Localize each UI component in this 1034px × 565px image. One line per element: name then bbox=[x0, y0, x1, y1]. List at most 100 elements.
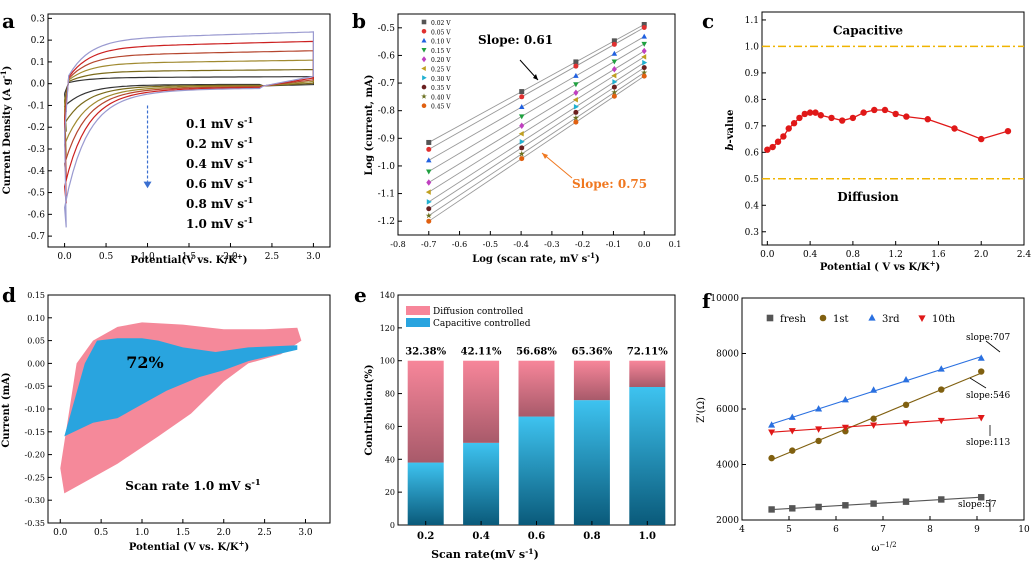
y-tick-label: -0.10 bbox=[24, 405, 45, 414]
legend-entry: 0.8 mV s-1 bbox=[186, 195, 253, 211]
bar-capacitive bbox=[463, 442, 500, 525]
y-tick-label: -1.0 bbox=[378, 162, 396, 172]
b-value-point bbox=[769, 143, 776, 151]
data-point bbox=[611, 72, 617, 79]
panel-letter-d: d bbox=[2, 283, 16, 307]
b-value-point bbox=[978, 135, 985, 143]
y-tick-label: 8000 bbox=[716, 350, 739, 360]
slope-annotation: Slope: 0.75 bbox=[572, 177, 647, 191]
x-tick-label: 0.1 bbox=[669, 240, 682, 249]
x-tick-label: 0.8 bbox=[846, 250, 861, 260]
legend-label: 0.45 V bbox=[431, 104, 451, 111]
data-point bbox=[612, 79, 618, 85]
legend-marker bbox=[918, 315, 926, 322]
y-tick-label: -0.25 bbox=[24, 473, 45, 482]
x-tick-label: 0.4 bbox=[472, 531, 489, 542]
x-tick-label: 2.5 bbox=[265, 252, 280, 262]
x-tick-label: -0.6 bbox=[452, 240, 467, 249]
label-leader bbox=[985, 340, 1001, 353]
x-tick-label: -0.8 bbox=[390, 240, 405, 249]
y-tick-label: 0.6 bbox=[745, 148, 760, 158]
legend-marker bbox=[421, 48, 427, 53]
data-point bbox=[768, 421, 776, 428]
y-tick-label: 0.15 bbox=[27, 291, 45, 300]
data-point bbox=[641, 21, 647, 27]
data-point bbox=[842, 428, 849, 435]
x-tick-label: 0.0 bbox=[53, 528, 68, 538]
data-point bbox=[611, 93, 617, 99]
fit-line bbox=[428, 36, 645, 161]
y-tick-label: -0.6 bbox=[28, 210, 46, 220]
panel-d: 0.0 0.5 1.0 1.5 2.0 2.5 3.0 0.15 0.10 0.05 0.00 -0.… bbox=[1, 283, 331, 554]
x-tick-label: 1.0 bbox=[140, 252, 155, 262]
y-tick-label: -0.1 bbox=[28, 101, 45, 111]
data-point bbox=[902, 401, 910, 409]
y-tick-label: 4000 bbox=[716, 461, 739, 471]
x-axis-label: ω−1/2 bbox=[871, 541, 896, 554]
x-tick-label: -0.1 bbox=[606, 240, 621, 249]
data-point bbox=[641, 47, 647, 55]
y-tick-label: 10000 bbox=[710, 294, 739, 304]
data-point bbox=[842, 502, 849, 509]
x-tick-label: 2.4 bbox=[1017, 250, 1032, 260]
axes-frame bbox=[761, 11, 1025, 246]
x-tick-label: 1.2 bbox=[889, 250, 903, 260]
fit-line bbox=[428, 75, 645, 222]
y-axis-label: Z'(Ω) bbox=[696, 397, 707, 423]
bar-diffusion bbox=[407, 360, 444, 463]
b-value-point bbox=[817, 112, 825, 119]
data-point bbox=[573, 59, 579, 65]
y-tick-label: 140 bbox=[380, 291, 395, 300]
legend-label: 0.35 V bbox=[431, 85, 451, 92]
x-tick-label: 10 bbox=[1018, 525, 1030, 535]
data-point bbox=[611, 84, 617, 90]
legend-marker bbox=[421, 29, 427, 34]
x-tick-label: 3.0 bbox=[298, 528, 313, 538]
x-tick-label: 0.8 bbox=[583, 531, 600, 542]
b-value-point bbox=[774, 138, 782, 145]
data-point bbox=[815, 503, 822, 511]
x-axis-label: Potential ( V vs K/K+) bbox=[820, 259, 940, 274]
data-point bbox=[611, 38, 617, 44]
b-value-point bbox=[801, 110, 808, 118]
bar-capacitive bbox=[518, 416, 555, 525]
data-point bbox=[426, 218, 432, 224]
x-tick-label: 1.6 bbox=[931, 250, 946, 260]
data-point bbox=[841, 396, 849, 403]
bar-top-label: 32.38% bbox=[405, 347, 446, 358]
fit-line bbox=[428, 56, 645, 193]
cv-curve bbox=[63, 59, 314, 156]
cv-curve bbox=[63, 31, 314, 228]
x-tick-label: 0.4 bbox=[803, 250, 818, 260]
y-tick-label: 20 bbox=[385, 488, 395, 497]
x-tick-label: 0.0 bbox=[638, 240, 651, 249]
x-tick-label: 2.5 bbox=[257, 528, 272, 538]
annotation-arrow-head bbox=[533, 74, 538, 80]
legend-entry: 1.0 mV s-1 bbox=[186, 215, 253, 231]
legend-entry: 0.6 mV s-1 bbox=[186, 175, 253, 191]
panel-a: 0.0 0.5 1.0 1.5 2.0 2.5 3.0 0.3 0.2 0.1 0.0 -0.1 -0.… bbox=[0, 9, 331, 266]
data-point bbox=[902, 420, 910, 427]
data-point bbox=[641, 69, 648, 76]
data-point bbox=[573, 89, 579, 96]
legend-marker bbox=[421, 84, 427, 90]
data-point bbox=[642, 59, 648, 66]
axes-frame bbox=[397, 13, 676, 236]
y-tick-label: 0.00 bbox=[27, 359, 45, 368]
data-point bbox=[768, 506, 775, 513]
data-point bbox=[572, 114, 579, 121]
data-point bbox=[573, 72, 579, 78]
panel-letter-a: a bbox=[2, 9, 15, 33]
annotation-arrow-head bbox=[542, 153, 548, 159]
bar-capacitive bbox=[407, 462, 444, 525]
data-point bbox=[815, 405, 823, 412]
legend-marker bbox=[421, 65, 426, 72]
fit-line bbox=[771, 417, 982, 433]
data-point bbox=[815, 426, 823, 433]
x-axis-label: Potential (V vs. K/K+) bbox=[129, 539, 249, 554]
fit-line bbox=[428, 67, 645, 210]
data-point bbox=[426, 206, 432, 212]
y-tick-label: 6000 bbox=[716, 405, 739, 415]
x-tick-label: 0.6 bbox=[528, 531, 545, 542]
y-axis-label: b-value bbox=[725, 110, 736, 151]
